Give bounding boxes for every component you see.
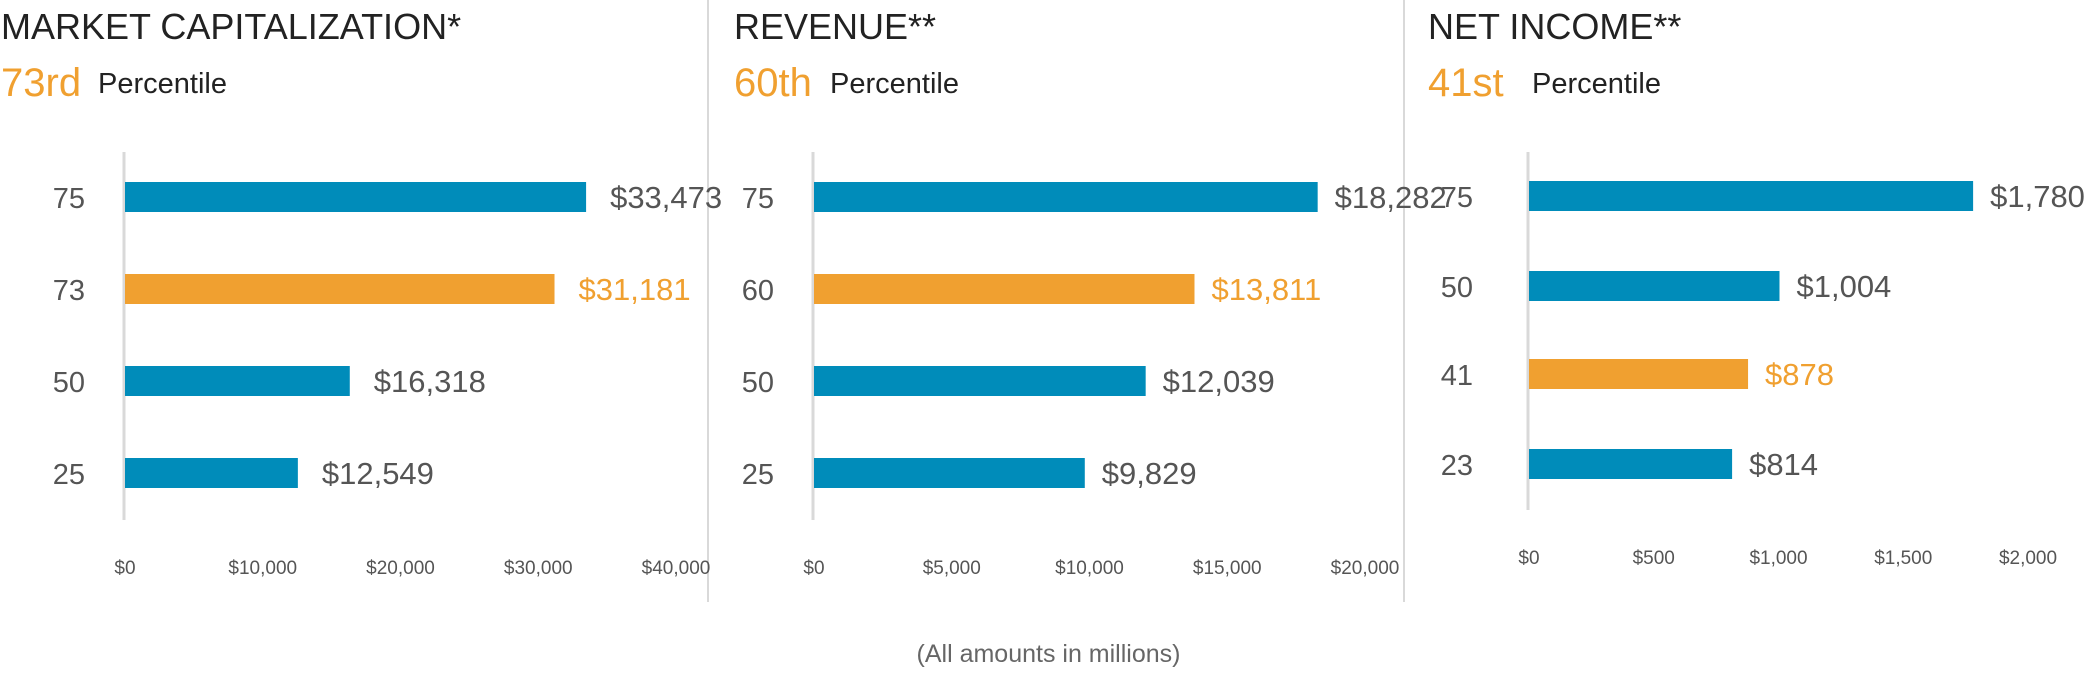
bar-60 bbox=[814, 274, 1195, 304]
value-label: $878 bbox=[1765, 357, 1834, 392]
bar-75 bbox=[1529, 181, 1974, 211]
tick-label: $500 bbox=[1633, 548, 1675, 569]
percentile-word: Percentile bbox=[1532, 68, 1661, 100]
bar-50 bbox=[125, 366, 350, 396]
footnote: (All amounts in millions) bbox=[916, 640, 1181, 668]
tick-label: $5,000 bbox=[923, 558, 981, 579]
category-label: 41 bbox=[1441, 360, 1473, 392]
tick-label: $40,000 bbox=[642, 558, 711, 579]
percentile-word: Percentile bbox=[830, 68, 959, 100]
bar-50 bbox=[814, 366, 1146, 396]
chart-title: NET INCOME** bbox=[1428, 6, 1681, 47]
tick-label: $1,500 bbox=[1874, 548, 1932, 569]
bar-73 bbox=[125, 274, 555, 304]
value-label: $9,829 bbox=[1102, 456, 1197, 491]
value-label: $12,039 bbox=[1163, 364, 1275, 399]
value-label: $16,318 bbox=[374, 364, 486, 399]
category-label: 75 bbox=[742, 183, 774, 215]
bar-75 bbox=[814, 182, 1318, 212]
value-label: $1,780 bbox=[1990, 179, 2085, 214]
category-label: 60 bbox=[742, 275, 774, 307]
tick-label: $20,000 bbox=[1331, 558, 1400, 579]
category-label: 23 bbox=[1441, 450, 1473, 482]
category-label: 50 bbox=[742, 367, 774, 399]
value-label: $13,811 bbox=[1211, 272, 1321, 307]
value-label: $33,473 bbox=[610, 180, 722, 215]
chart-title: MARKET CAPITALIZATION* bbox=[1, 6, 461, 47]
tick-label: $2,000 bbox=[1999, 548, 2057, 569]
tick-label: $0 bbox=[803, 558, 824, 579]
tick-label: $30,000 bbox=[504, 558, 573, 579]
bar-25 bbox=[814, 458, 1085, 488]
bar-23 bbox=[1529, 449, 1733, 479]
percentile-value: 73rd bbox=[1, 61, 81, 105]
tick-label: $1,000 bbox=[1749, 548, 1807, 569]
chart-panel-1: MARKET CAPITALIZATION* 73rd Percentile 75 $3… bbox=[1, 6, 722, 579]
value-label: $814 bbox=[1749, 447, 1818, 482]
tick-label: $0 bbox=[114, 558, 135, 579]
category-label: 75 bbox=[53, 183, 85, 215]
chart-panel-3: NET INCOME** 41st Percentile 75 $1,780 50 $1,0… bbox=[1428, 6, 2085, 569]
category-label: 25 bbox=[53, 459, 85, 491]
bar-25 bbox=[125, 458, 298, 488]
value-label: $31,181 bbox=[579, 272, 691, 307]
tick-label: $10,000 bbox=[228, 558, 297, 579]
bar-50 bbox=[1529, 271, 1780, 301]
bar-75 bbox=[125, 182, 587, 212]
value-label: $12,549 bbox=[322, 456, 434, 491]
category-label: 50 bbox=[1441, 272, 1473, 304]
category-label: 50 bbox=[53, 367, 85, 399]
category-label: 73 bbox=[53, 275, 85, 307]
tick-label: $0 bbox=[1518, 548, 1539, 569]
tick-label: $20,000 bbox=[366, 558, 435, 579]
percentile-word: Percentile bbox=[98, 68, 227, 100]
percentile-value: 41st bbox=[1428, 61, 1504, 105]
chart-panel-2: REVENUE** 60th Percentile 75 $18,282 60 $13,81… bbox=[734, 6, 1447, 579]
chart-title: REVENUE** bbox=[734, 6, 936, 47]
tick-label: $10,000 bbox=[1055, 558, 1124, 579]
value-label: $18,282 bbox=[1335, 180, 1447, 215]
category-label: 25 bbox=[742, 459, 774, 491]
value-label: $1,004 bbox=[1796, 269, 1891, 304]
tick-label: $15,000 bbox=[1193, 558, 1262, 579]
bar-41 bbox=[1529, 359, 1749, 389]
category-label: 75 bbox=[1441, 182, 1473, 214]
percentile-value: 60th bbox=[734, 61, 812, 105]
